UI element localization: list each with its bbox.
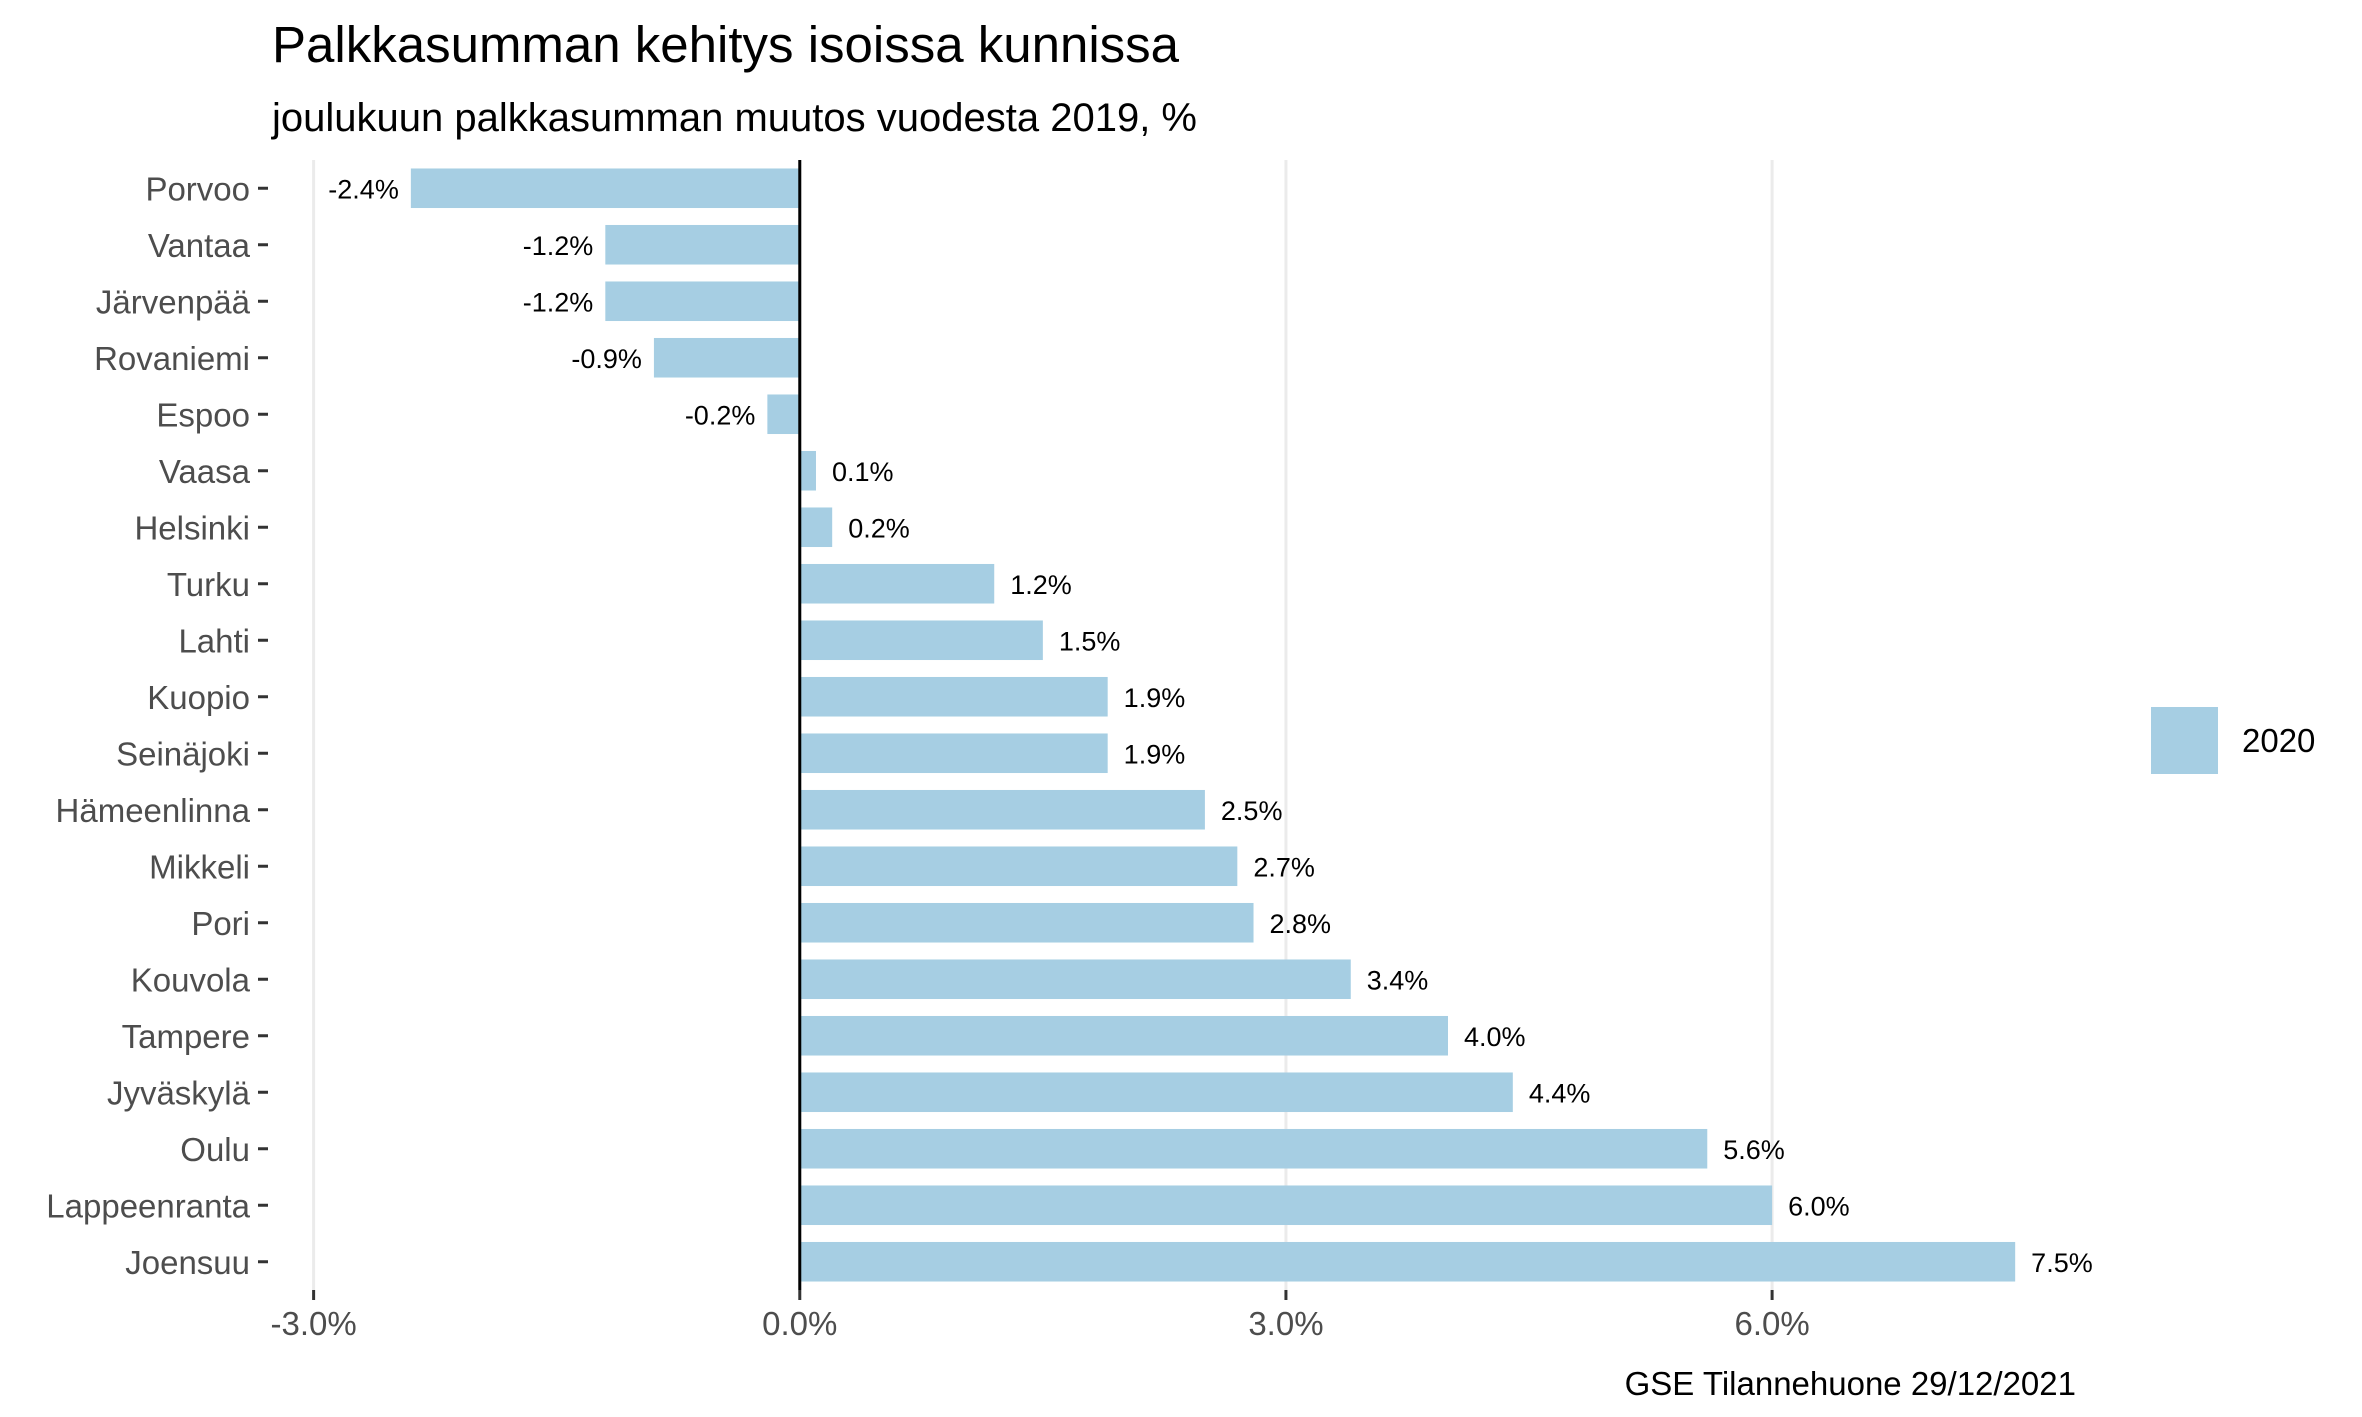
data-label-13: 2.8%	[1270, 909, 1332, 939]
bar-4	[767, 394, 800, 435]
y-tick-label-11: Hämeenlinna	[56, 792, 251, 829]
bar-8	[799, 620, 1043, 661]
bar-5	[799, 450, 816, 491]
chart-title: Palkkasumman kehitys isoissa kunnissa	[272, 16, 1180, 73]
chart-caption: GSE Tilannehuone 29/12/2021	[1625, 1365, 2076, 1402]
x-tick-label-0: -3.0%	[271, 1305, 357, 1342]
data-label-19: 7.5%	[2031, 1248, 2093, 1278]
y-tick-label-12: Mikkeli	[149, 848, 250, 885]
grid-lines	[312, 160, 1774, 1290]
data-label-3: -0.9%	[571, 344, 642, 374]
y-tick-label-3: Rovaniemi	[94, 340, 250, 377]
bar-0	[410, 168, 800, 209]
data-label-7: 1.2%	[1010, 570, 1072, 600]
data-label-16: 4.4%	[1529, 1078, 1591, 1108]
x-tick-label-1: 0.0%	[762, 1305, 837, 1342]
bar-7	[799, 563, 995, 604]
bar-19	[799, 1241, 2016, 1282]
y-tick-label-16: Jyväskylä	[107, 1074, 251, 1111]
bar-11	[799, 789, 1205, 830]
data-label-6: 0.2%	[848, 513, 910, 543]
y-tick-label-13: Pori	[191, 905, 250, 942]
y-tick-label-6: Helsinki	[134, 509, 250, 546]
bar-17	[799, 1128, 1708, 1169]
y-tick-label-0: Porvoo	[145, 170, 250, 207]
bar-13	[799, 902, 1254, 943]
data-label-9: 1.9%	[1124, 683, 1186, 713]
data-label-14: 3.4%	[1367, 965, 1429, 995]
legend: 2020	[2151, 707, 2315, 774]
y-axis: Porvoo Vantaa Järvenpää Rovaniemi Espoo Vaasa…	[46, 170, 268, 1281]
bar-10	[799, 733, 1108, 774]
data-label-0: -2.4%	[328, 174, 399, 204]
x-tick-label-3: 6.0%	[1734, 1305, 1809, 1342]
bar-1	[605, 224, 800, 265]
data-label-10: 1.9%	[1124, 739, 1186, 769]
y-tick-label-15: Tampere	[122, 1018, 250, 1055]
chart-subtitle: joulukuun palkkasumman muutos vuodesta 2…	[271, 96, 1197, 140]
y-tick-label-4: Espoo	[156, 396, 250, 433]
data-label-15: 4.0%	[1464, 1022, 1526, 1052]
y-tick-label-7: Turku	[167, 566, 250, 603]
bar-14	[799, 959, 1351, 1000]
y-tick-label-1: Vantaa	[148, 227, 251, 264]
bar-12	[799, 846, 1238, 887]
bar-15	[799, 1015, 1448, 1056]
y-tick-label-18: Lappeenranta	[46, 1187, 250, 1224]
y-tick-label-17: Oulu	[180, 1131, 250, 1168]
x-tick-label-2: 3.0%	[1248, 1305, 1323, 1342]
data-labels: -2.4% -1.2% -1.2% -0.9% -0.2% 0.1% 0.2% 1.2% 1.5…	[328, 174, 2092, 1278]
y-tick-label-14: Kouvola	[131, 961, 251, 998]
bar-2	[605, 281, 800, 322]
legend-key-2020	[2151, 707, 2218, 774]
y-tick-label-8: Lahti	[178, 622, 250, 659]
data-label-17: 5.6%	[1723, 1135, 1785, 1165]
data-label-2: -1.2%	[523, 287, 594, 317]
data-label-1: -1.2%	[523, 231, 594, 261]
y-tick-label-2: Järvenpää	[96, 283, 251, 320]
bars	[410, 168, 2016, 1282]
y-tick-label-5: Vaasa	[159, 453, 251, 490]
legend-label-2020: 2020	[2242, 722, 2315, 759]
bar-9	[799, 676, 1108, 717]
data-label-5: 0.1%	[832, 457, 894, 487]
data-label-8: 1.5%	[1059, 626, 1121, 656]
bar-18	[799, 1185, 1773, 1226]
data-label-18: 6.0%	[1788, 1191, 1850, 1221]
x-axis: -3.0% 0.0% 3.0% 6.0%	[271, 1290, 1810, 1342]
data-label-12: 2.7%	[1253, 852, 1315, 882]
bar-6	[799, 507, 833, 548]
y-tick-label-19: Joensuu	[125, 1244, 250, 1281]
data-label-11: 2.5%	[1221, 796, 1283, 826]
y-tick-label-9: Kuopio	[147, 679, 250, 716]
bar-3	[653, 337, 800, 378]
bar-16	[799, 1072, 1513, 1113]
data-label-4: -0.2%	[685, 400, 756, 430]
y-tick-label-10: Seinäjoki	[116, 735, 250, 772]
